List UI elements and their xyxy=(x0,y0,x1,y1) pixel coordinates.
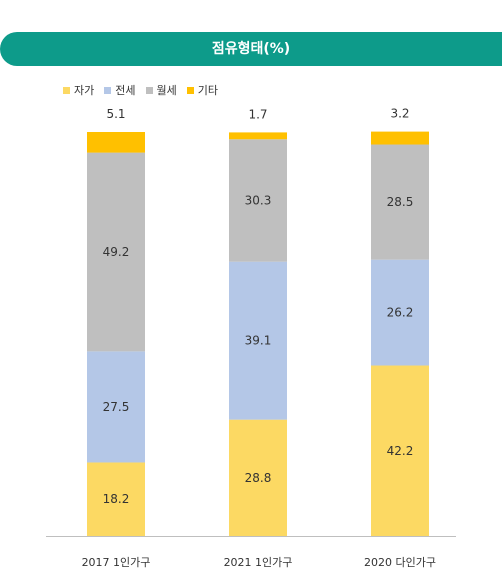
legend-item-3: 기타 xyxy=(186,82,218,98)
data-label-2-2: 28.5 xyxy=(387,195,414,209)
data-label-1-0: 28.8 xyxy=(245,471,272,485)
bar-segment-0-3 xyxy=(87,132,145,153)
data-label-0-3: 5.1 xyxy=(106,107,125,121)
data-label-0-1: 27.5 xyxy=(103,400,130,414)
chart-title: 점유형태(%) xyxy=(211,41,291,57)
chart-legend: 자가 전세 월세 기타 xyxy=(63,82,228,98)
legend-swatch-2 xyxy=(145,86,153,94)
legend-swatch-0 xyxy=(63,86,70,94)
data-label-0-0: 18.2 xyxy=(103,492,130,506)
data-label-2-0: 42.2 xyxy=(387,444,414,458)
bar-segment-0-2 xyxy=(87,152,145,352)
legend-label-2: 월세 xyxy=(156,84,177,97)
data-label-2-1: 26.2 xyxy=(387,306,414,320)
legend-label-3: 기타 xyxy=(197,84,218,97)
bar-segment-2-3 xyxy=(371,131,429,145)
legend-label-0: 자가 xyxy=(74,84,95,97)
legend-item-0: 자가 xyxy=(63,82,94,98)
bar-segment-1-0 xyxy=(229,419,287,536)
data-label-1-1: 39.1 xyxy=(245,334,272,348)
x-tick-label-1: 2021 1인가구 xyxy=(224,556,293,569)
legend-swatch-3 xyxy=(186,86,194,94)
data-label-1-3: 1.7 xyxy=(248,107,267,121)
bar-segment-1-3 xyxy=(229,132,287,140)
legend-item-2: 월세 xyxy=(145,82,177,98)
legend-swatch-1 xyxy=(104,86,112,94)
chart-title-bar: 점유형태(%) xyxy=(0,32,502,66)
bar-segment-1-2 xyxy=(229,139,287,262)
legend-label-1: 전세 xyxy=(115,84,136,97)
bar-segment-2-1 xyxy=(371,259,429,366)
data-label-0-2: 49.2 xyxy=(103,245,130,259)
x-tick-label-0: 2017 1인가구 xyxy=(82,556,151,569)
bar-segment-1-1 xyxy=(229,261,287,420)
bar-segment-2-0 xyxy=(371,365,429,536)
data-label-2-3: 3.2 xyxy=(390,107,409,121)
legend-item-1: 전세 xyxy=(104,82,136,98)
bar-segment-2-2 xyxy=(371,144,429,260)
bar-segment-0-1 xyxy=(87,351,145,463)
bar-segment-0-0 xyxy=(87,462,145,536)
data-label-1-2: 30.3 xyxy=(245,193,272,207)
x-tick-label-2: 2020 다인가구 xyxy=(364,556,436,569)
